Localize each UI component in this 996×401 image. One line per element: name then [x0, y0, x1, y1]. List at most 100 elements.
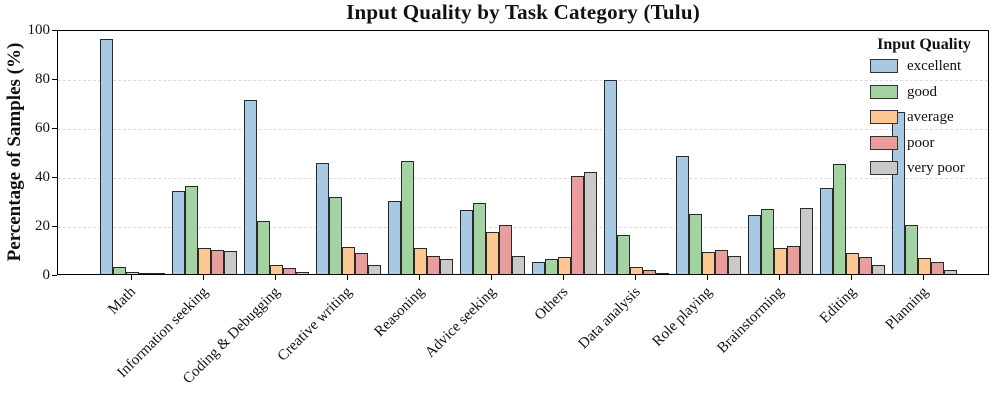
x-tick-label: Editing	[816, 284, 860, 327]
y-tick-mark	[52, 128, 57, 130]
gridline-20	[58, 227, 988, 228]
legend-entry-good: good	[870, 83, 992, 100]
bar-excellent	[675, 156, 689, 274]
legend-entry-label: good	[907, 83, 937, 100]
bar-poor	[354, 253, 368, 274]
bar-poor	[138, 273, 152, 274]
x-tick-mark	[563, 275, 565, 280]
bar-average	[269, 265, 283, 274]
bar-good	[112, 266, 126, 274]
y-tick-mark	[52, 177, 57, 179]
x-tick-label: Creative writing	[274, 284, 356, 365]
bar-good	[904, 225, 918, 274]
plot-area	[57, 30, 989, 275]
excellent-swatch-icon	[870, 59, 898, 73]
bar-average	[845, 253, 859, 274]
legend-entry-very-poor: very poor	[870, 160, 992, 176]
y-tick-mark	[52, 79, 57, 81]
bar-very-poor	[583, 172, 597, 274]
bar-very-poor	[151, 273, 165, 274]
y-tick-label: 100	[27, 22, 51, 38]
very-poor-swatch-icon	[870, 161, 898, 175]
x-tick-mark	[203, 275, 205, 280]
bar-good	[328, 196, 342, 274]
legend-entry-label: very poor	[907, 160, 965, 176]
bar-very-poor	[655, 272, 669, 274]
bar-very-poor	[727, 255, 741, 274]
x-tick-label: Math	[105, 284, 140, 318]
bar-poor	[282, 268, 296, 274]
average-swatch-icon	[870, 110, 898, 124]
x-tick-label: Data analysis	[575, 284, 644, 353]
bar-very-poor	[511, 255, 525, 274]
x-tick-mark	[923, 275, 925, 280]
bar-excellent	[819, 188, 833, 274]
bar-very-poor	[367, 265, 381, 274]
y-tick-label: 20	[35, 218, 50, 234]
bar-good	[832, 163, 846, 274]
bar-average	[413, 248, 427, 274]
bar-poor	[210, 249, 224, 274]
chart-title: Input Quality by Task Category (Tulu)	[346, 0, 700, 24]
bar-good	[760, 209, 774, 274]
bar-excellent	[459, 210, 473, 274]
bar-poor	[642, 270, 656, 274]
x-tick-label: Planning	[882, 284, 932, 334]
x-tick-label: Reasoning	[371, 284, 428, 341]
bar-very-poor	[799, 207, 813, 274]
y-tick-label: 40	[35, 169, 50, 185]
x-tick-mark	[851, 275, 853, 280]
bar-good	[544, 258, 558, 274]
legend-rows: excellent good average poor very poor	[856, 58, 992, 176]
bar-good	[472, 202, 486, 274]
gridline-60	[58, 129, 988, 130]
bar-average	[701, 251, 715, 274]
legend-entry-label: excellent	[907, 58, 962, 74]
bar-average	[197, 248, 211, 274]
bar-excellent	[171, 190, 185, 274]
x-tick-mark	[779, 275, 781, 280]
x-tick-label: Brainstorming	[714, 284, 788, 357]
bar-excellent	[747, 215, 761, 274]
legend-entry-excellent: excellent	[870, 58, 992, 74]
bar-very-poor	[295, 271, 309, 274]
bar-very-poor	[439, 259, 453, 274]
x-tick-mark	[275, 275, 277, 280]
bar-good	[688, 213, 702, 274]
y-tick-mark	[52, 226, 57, 228]
y-tick-mark	[52, 30, 57, 32]
bar-excellent	[315, 162, 329, 274]
bar-poor	[858, 256, 872, 274]
x-tick-mark	[131, 275, 133, 280]
bar-poor	[426, 255, 440, 274]
legend-entry-poor: poor	[870, 134, 992, 151]
x-tick-label: Others	[531, 284, 572, 324]
legend-entry-label: poor	[907, 134, 935, 151]
bar-excellent	[387, 200, 401, 274]
good-swatch-icon	[870, 84, 898, 99]
bar-average	[917, 257, 931, 274]
poor-swatch-icon	[870, 135, 898, 150]
bar-excellent	[99, 38, 113, 274]
bar-average	[629, 266, 643, 274]
bar-good	[256, 221, 270, 274]
bar-average	[773, 248, 787, 274]
bar-poor	[498, 225, 512, 274]
bar-excellent	[243, 100, 257, 274]
bar-average	[485, 232, 499, 274]
bar-very-poor	[223, 251, 237, 274]
y-tick-label: 0	[42, 267, 51, 283]
bar-poor	[930, 261, 944, 274]
legend-entry-average: average	[870, 110, 992, 125]
bar-poor	[786, 245, 800, 274]
x-tick-mark	[419, 275, 421, 280]
bar-average	[125, 271, 139, 274]
gridline-80	[58, 80, 988, 81]
bar-very-poor	[871, 265, 885, 274]
y-tick-mark	[52, 275, 57, 277]
bar-excellent	[531, 261, 545, 274]
bar-poor	[570, 176, 584, 274]
bar-excellent	[891, 112, 905, 274]
bar-poor	[714, 249, 728, 274]
